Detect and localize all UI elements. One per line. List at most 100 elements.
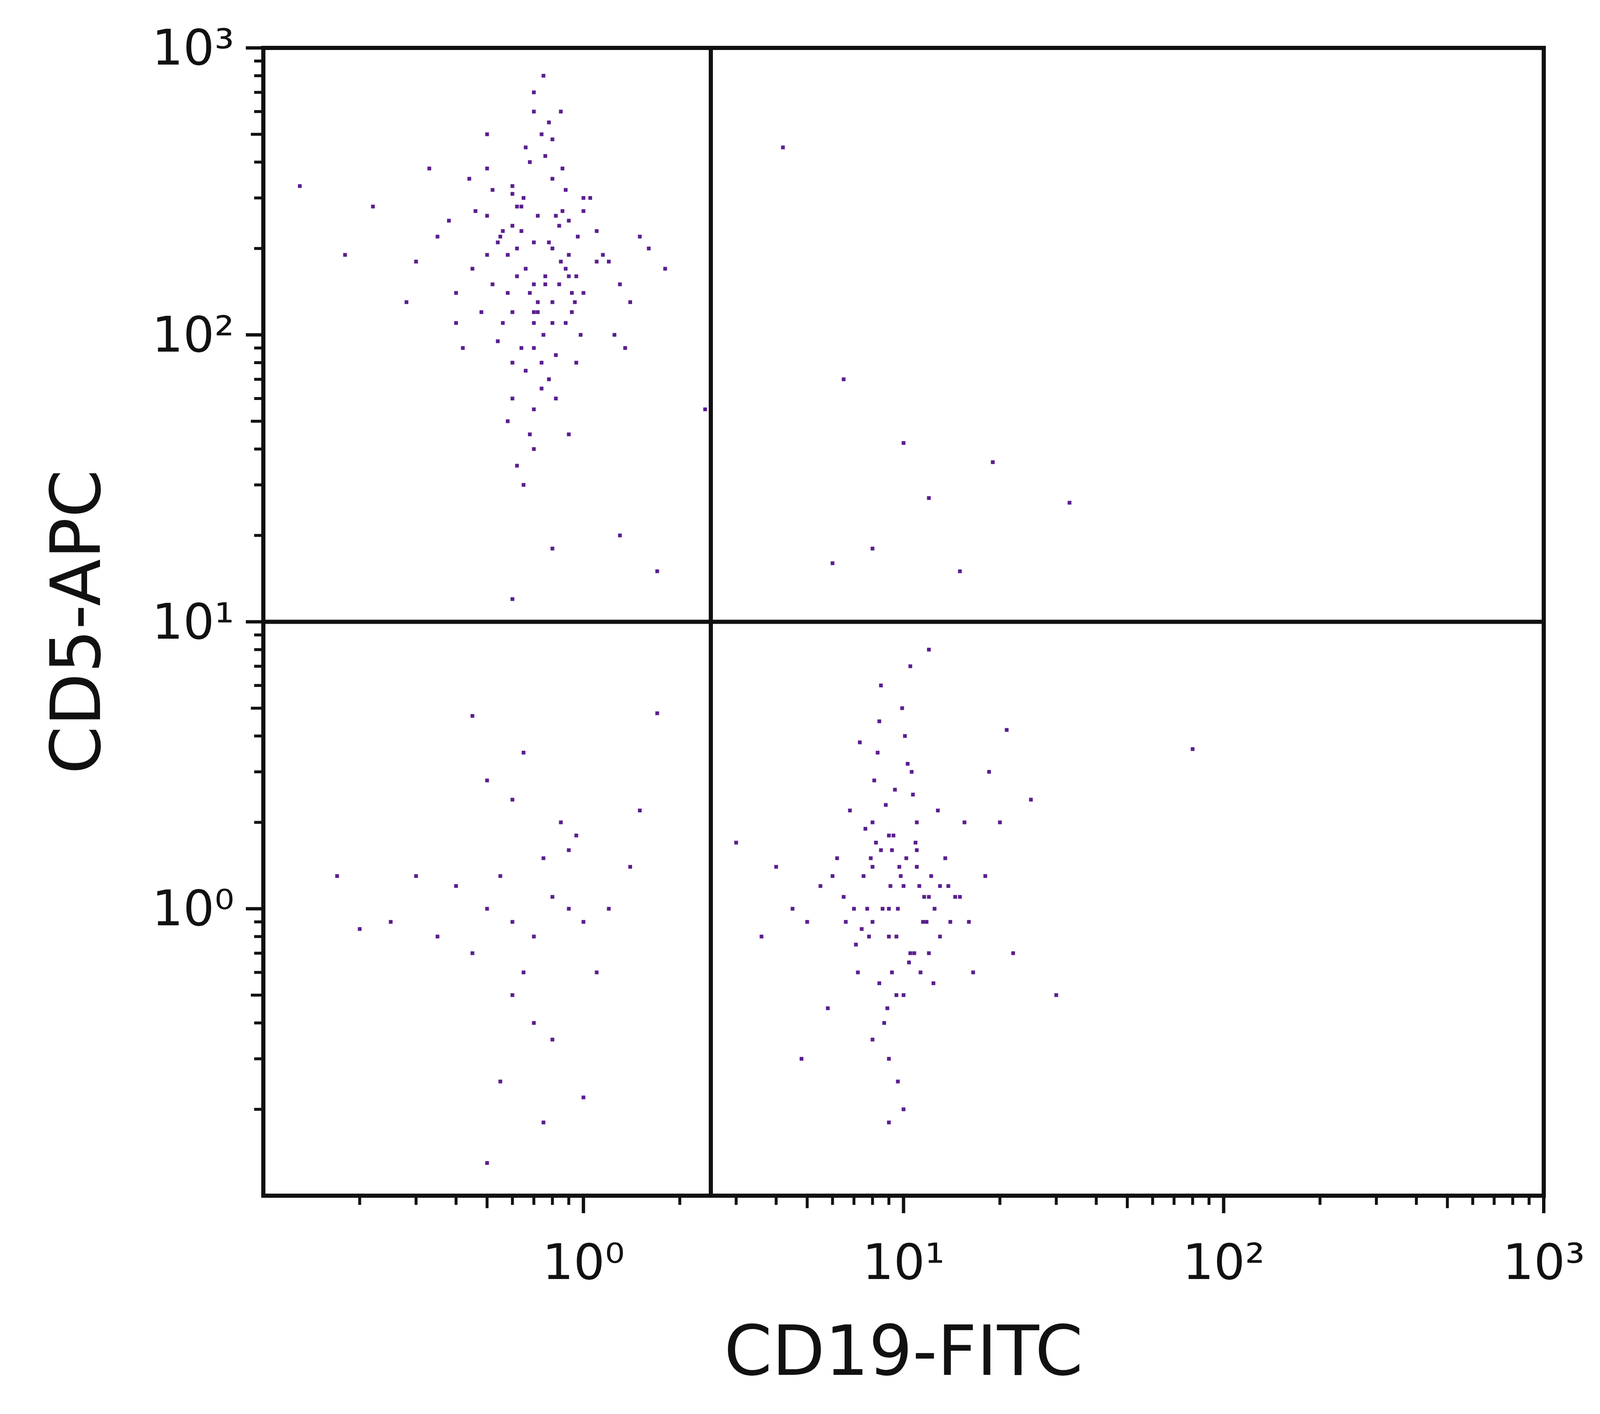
point — [357, 927, 362, 931]
point — [595, 229, 599, 233]
x-tick-label: 10¹ — [862, 1233, 945, 1291]
point — [554, 213, 558, 218]
point — [575, 234, 580, 239]
point — [900, 706, 905, 710]
point — [447, 218, 451, 223]
point — [510, 920, 515, 924]
point — [877, 981, 882, 986]
point — [663, 267, 668, 271]
point — [870, 546, 875, 551]
x-tick — [902, 1195, 906, 1214]
point — [915, 865, 919, 869]
point — [655, 569, 660, 574]
point — [454, 884, 458, 888]
point — [500, 321, 505, 325]
point — [505, 252, 510, 257]
point — [485, 778, 489, 783]
point — [521, 750, 526, 755]
point — [655, 711, 660, 716]
point — [890, 970, 894, 975]
point — [637, 234, 642, 239]
y-tick — [245, 620, 264, 624]
point — [581, 291, 586, 295]
point — [917, 884, 922, 888]
point — [521, 482, 526, 487]
point — [547, 240, 551, 245]
point — [567, 274, 571, 279]
point — [532, 1021, 536, 1025]
point — [460, 346, 465, 350]
point — [628, 865, 633, 869]
point — [467, 177, 472, 181]
point — [647, 246, 651, 251]
point — [532, 934, 536, 939]
point — [927, 496, 931, 500]
point — [541, 856, 546, 860]
point — [868, 856, 873, 860]
point — [557, 282, 562, 287]
point — [515, 463, 519, 468]
point — [541, 332, 546, 337]
point — [877, 719, 882, 724]
point — [510, 310, 515, 315]
point — [570, 291, 574, 295]
x-tick-label: 10³ — [1502, 1233, 1585, 1291]
point — [559, 109, 563, 114]
point — [570, 310, 574, 315]
point — [543, 274, 548, 279]
point — [852, 907, 856, 911]
point — [971, 970, 975, 975]
point — [887, 1057, 891, 1061]
point — [946, 884, 950, 888]
point — [870, 1037, 875, 1042]
point — [498, 234, 503, 239]
point — [860, 927, 864, 931]
point — [894, 993, 899, 998]
point — [532, 310, 536, 315]
point — [515, 246, 519, 251]
point — [897, 865, 902, 869]
point — [427, 166, 432, 171]
point — [510, 597, 515, 601]
point — [510, 993, 515, 998]
point — [628, 300, 633, 305]
point — [931, 981, 936, 986]
point — [547, 120, 551, 125]
point — [841, 895, 846, 899]
point — [485, 252, 489, 257]
point — [913, 840, 918, 845]
point — [912, 951, 917, 955]
point — [470, 267, 475, 271]
point — [637, 808, 642, 813]
point — [1067, 500, 1072, 505]
point — [485, 166, 489, 171]
point — [519, 346, 524, 350]
y-tick — [245, 907, 264, 911]
point — [938, 934, 943, 939]
point — [557, 223, 562, 228]
point — [908, 664, 913, 669]
point — [521, 970, 526, 975]
point — [921, 920, 925, 924]
point — [519, 204, 524, 209]
point — [901, 993, 906, 998]
point — [612, 332, 617, 337]
point — [470, 714, 475, 718]
point — [990, 460, 995, 465]
point — [887, 934, 891, 939]
point — [404, 300, 409, 305]
point — [870, 865, 875, 869]
point — [957, 569, 962, 574]
x-tick — [581, 1195, 585, 1214]
point — [535, 300, 540, 305]
point — [519, 229, 524, 233]
point — [559, 259, 563, 264]
point — [490, 187, 495, 192]
plot-frame — [263, 47, 1544, 1196]
point — [414, 259, 418, 264]
point — [911, 792, 915, 797]
point — [922, 895, 927, 899]
point — [623, 346, 628, 350]
point — [908, 951, 913, 955]
point — [967, 920, 971, 924]
